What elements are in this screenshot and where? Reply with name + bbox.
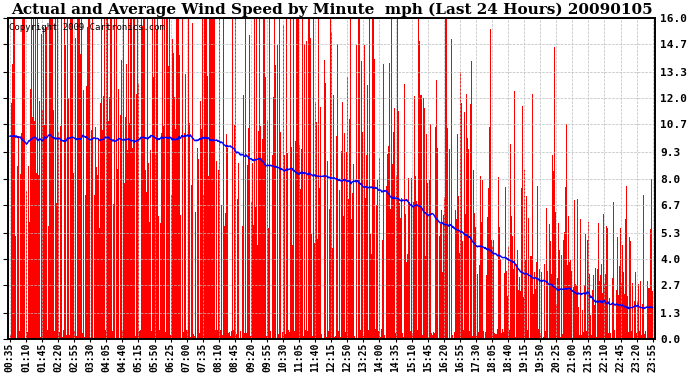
Title: Actual and Average Wind Speed by Minute  mph (Last 24 Hours) 20090105: Actual and Average Wind Speed by Minute … [10, 3, 652, 17]
Text: Copyright 2009 Cartronics.com: Copyright 2009 Cartronics.com [9, 23, 165, 32]
